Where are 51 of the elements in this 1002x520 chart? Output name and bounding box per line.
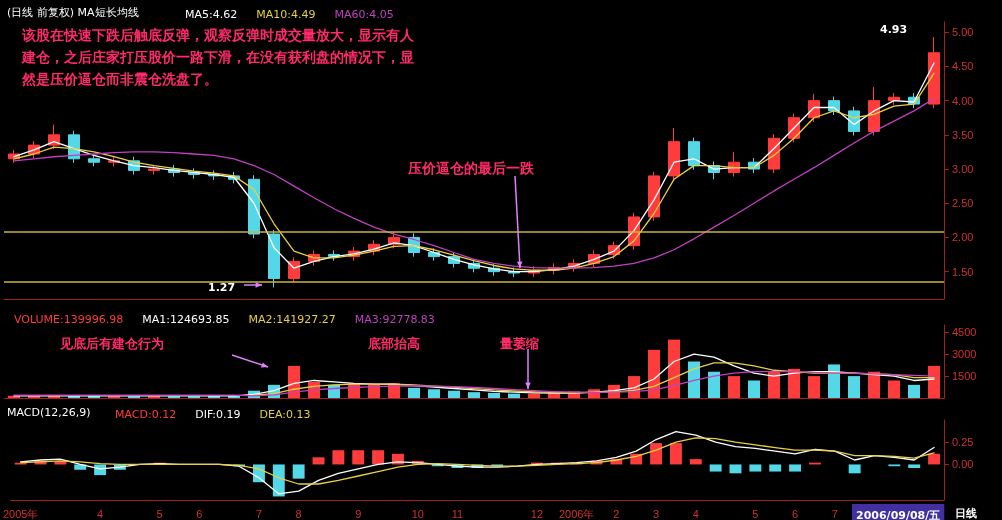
x-tick-label: 3 bbox=[653, 507, 660, 520]
annotation: 1.27 bbox=[208, 281, 236, 294]
x-tick-label: 6 bbox=[196, 507, 203, 520]
x-tick-label: 10 bbox=[411, 507, 424, 520]
y-tick-label: 0.25 bbox=[952, 436, 974, 449]
y-tick-label: 0.00 bbox=[952, 458, 974, 471]
text: MA3:92778.83 bbox=[354, 312, 435, 326]
annotation: 该股在快速下跌后触底反弹，观察反弹时成交量放大，显示有人建仓，之后庄家打压股价一路下滑，在没有获利盘的情况下，显然是压价逼仓而非震仓洗盘了。 bbox=[21, 27, 415, 87]
annotation: 压价逼仓的最后一跌 bbox=[407, 160, 535, 176]
text: MACD:0.12 bbox=[115, 407, 177, 421]
y-tick-label: 4.50 bbox=[952, 60, 974, 73]
x-tick-label: 9 bbox=[355, 507, 362, 520]
text: DEA:0.13 bbox=[259, 407, 311, 421]
chart-title: MACD(12,26,9) bbox=[7, 406, 91, 419]
text: MA10:4.49 bbox=[256, 7, 316, 21]
text: 2006/09/08/五 bbox=[856, 509, 941, 520]
y-tick-label: 2.50 bbox=[952, 197, 974, 210]
text: MA5:4.62 bbox=[185, 7, 238, 21]
x-tick-label: 2006年 bbox=[558, 507, 595, 520]
text: MA60:4.05 bbox=[334, 7, 394, 21]
x-tick-label: 11 bbox=[451, 507, 464, 520]
annotation: 底部抬高 bbox=[367, 336, 420, 351]
x-tick-label: 4 bbox=[692, 507, 699, 520]
text: MA1:124693.85 bbox=[142, 312, 230, 326]
x-tick-label: 5 bbox=[752, 507, 759, 520]
text: 日线 bbox=[955, 507, 977, 520]
x-tick-label: 2005年 bbox=[2, 507, 39, 520]
chart-title: (日线 前复权) MA短长均线 bbox=[7, 6, 139, 19]
y-tick-label: 2.00 bbox=[952, 231, 974, 244]
y-tick-label: 4.00 bbox=[952, 94, 974, 107]
text: VOLUME:139996.98 bbox=[14, 312, 124, 326]
x-tick-label: 7 bbox=[831, 507, 838, 520]
y-tick-label: 5.00 bbox=[952, 26, 974, 39]
y-tick-label: 3.50 bbox=[952, 128, 974, 141]
x-tick-label: 5 bbox=[156, 507, 163, 520]
x-tick-label: 12 bbox=[530, 507, 544, 520]
text: DIF:0.19 bbox=[195, 407, 241, 421]
x-tick-label: 6 bbox=[792, 507, 799, 520]
x-tick-label: 7 bbox=[255, 507, 263, 520]
x-tick-label: 8 bbox=[295, 507, 302, 520]
y-tick-label: 3.00 bbox=[952, 163, 974, 176]
x-tick-label: 4 bbox=[97, 507, 104, 520]
x-tick-label: 2 bbox=[613, 507, 620, 520]
y-tick-label: 3000 bbox=[952, 348, 977, 361]
y-tick-label: 4500 bbox=[952, 326, 977, 339]
annotation: 量萎缩 bbox=[499, 336, 539, 351]
annotation: 见底后有建仓行为 bbox=[59, 336, 164, 351]
y-tick-label: 1500 bbox=[952, 370, 977, 383]
annotation: 4.93 bbox=[880, 23, 908, 36]
text: MA2:141927.27 bbox=[248, 312, 336, 326]
y-tick-label: 1.50 bbox=[952, 265, 974, 278]
